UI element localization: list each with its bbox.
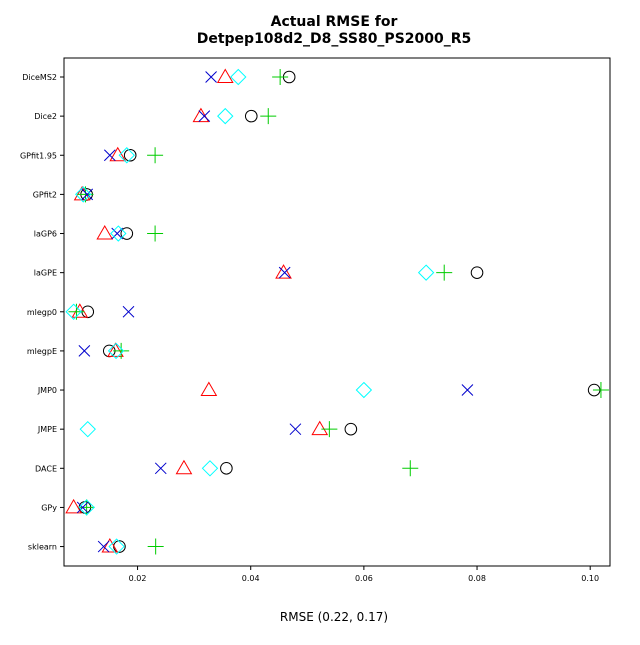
plus-point <box>402 460 419 477</box>
x-point <box>81 188 94 201</box>
circle-point <box>470 266 484 279</box>
circle-point <box>344 422 358 436</box>
triangle-point <box>65 498 82 514</box>
y-tick-label: Dice2 <box>34 112 57 121</box>
diamond-point <box>108 538 125 555</box>
x-point <box>154 462 167 475</box>
y-tick-label: GPfit1.95 <box>20 151 57 160</box>
plus-point <box>260 108 277 125</box>
x-tick-label: 0.10 <box>581 574 599 583</box>
diamond-point <box>78 499 95 516</box>
diamond-point <box>230 68 247 86</box>
plus-point <box>321 421 338 438</box>
triangle-point <box>107 342 124 357</box>
diamond-point <box>107 342 125 360</box>
x-tick-label: 0.06 <box>355 574 373 583</box>
y-tick-label: JMP0 <box>37 386 57 395</box>
x-tick-label: 0.04 <box>242 574 260 583</box>
y-tick-label: laGPE <box>34 269 57 278</box>
y-tick-label: DiceMS2 <box>22 73 57 82</box>
x-point <box>461 384 474 396</box>
x-point <box>76 501 89 514</box>
triangle-point <box>109 146 127 162</box>
y-axis: DiceMS2 Dice2 GPfit1.95 GPfit2 laGP6 laGPE mle… <box>20 73 64 552</box>
triangle-point <box>200 381 218 397</box>
circle-point <box>244 109 258 123</box>
plot-frame <box>63 57 611 567</box>
diamond-point <box>79 420 96 438</box>
x-axis-label: RMSE (0.22, 0.17) <box>280 610 388 624</box>
x-point <box>289 423 302 436</box>
triangle-point <box>311 420 329 436</box>
diamond-point <box>118 147 136 164</box>
triangle-point <box>96 225 114 240</box>
diamond-point <box>217 107 234 125</box>
diamond-point <box>201 460 219 477</box>
x-point <box>198 110 211 122</box>
plus-point <box>113 342 130 359</box>
triangle-point <box>101 538 119 553</box>
plus-point <box>147 147 164 164</box>
x-point <box>205 71 217 83</box>
y-tick-label: DACE <box>35 464 57 473</box>
x-point <box>97 540 110 553</box>
diamond-point <box>75 186 92 203</box>
diamond-point <box>65 303 82 320</box>
plus-point <box>147 538 164 555</box>
plus-point <box>147 225 164 242</box>
y-tick-label: mlegpE <box>27 347 57 356</box>
x-point <box>103 149 116 162</box>
circle-point <box>220 462 233 475</box>
x-tick-label: 0.02 <box>129 574 147 583</box>
x-point <box>111 227 124 240</box>
x-tick-label: 0.08 <box>468 574 486 583</box>
triangle-point <box>216 68 234 83</box>
y-tick-label: mlegp0 <box>27 308 57 317</box>
diamond-point <box>110 225 127 242</box>
plus-point <box>592 382 609 399</box>
y-tick-label: JMPE <box>37 425 57 434</box>
y-tick-label: GPy <box>41 503 57 512</box>
triangle-point <box>275 264 292 279</box>
x-point <box>278 266 291 279</box>
circle-point <box>123 148 137 162</box>
data-points <box>65 68 609 555</box>
x-point <box>78 345 91 357</box>
plus-point <box>272 69 289 85</box>
plus-point <box>436 264 453 281</box>
chart-subtitle: Detpep108d2_D8_SS80_PS2000_R5 <box>197 31 472 47</box>
diamond-point <box>355 381 373 399</box>
x-point <box>122 305 135 318</box>
y-tick-label: sklearn <box>28 543 57 552</box>
y-tick-label: GPfit2 <box>33 190 57 199</box>
plus-point <box>78 499 95 516</box>
chart-title: Actual RMSE for <box>271 14 398 30</box>
circle-point <box>120 227 134 240</box>
triangle-point <box>175 459 193 475</box>
diamond-point <box>417 264 435 281</box>
x-axis: 0.02 0.04 0.06 0.08 0.10 <box>129 566 599 583</box>
y-tick-label: laGP6 <box>34 230 57 239</box>
